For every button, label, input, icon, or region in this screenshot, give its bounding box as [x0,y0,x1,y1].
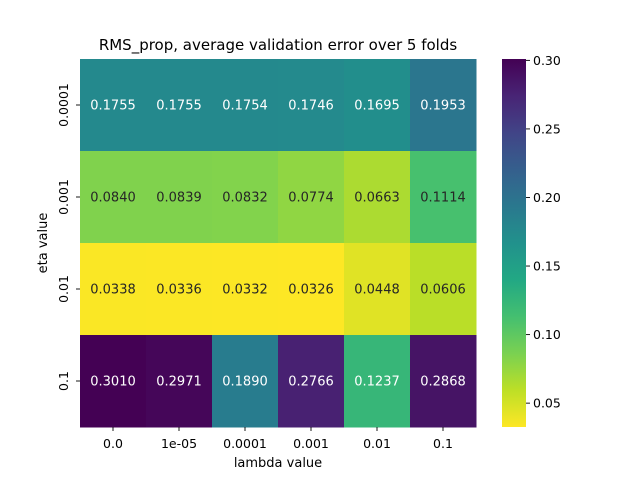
heatmap-cell [80,151,147,244]
cell-value-label: 0.0326 [288,283,334,298]
cell-value-label: 0.2766 [288,375,334,390]
cell-value-label: 0.0839 [156,191,202,206]
heatmap-cell [278,59,345,152]
x-tick-label: 0.1 [433,436,453,451]
cell-value-label: 0.1237 [354,375,400,390]
cell-value-label: 0.1114 [420,191,466,206]
heatmap-cell [146,243,213,336]
heatmap-cell [410,59,477,152]
cell-value-label: 0.0840 [90,191,136,206]
cell-value-label: 0.0832 [222,191,268,206]
x-tick-label: 0.0001 [223,436,267,451]
heatmap-cell [410,151,477,244]
x-axis-ticks: 0.0 1e-05 0.0001 0.001 0.01 0.1 [103,427,453,451]
heatmap-cell [278,335,345,428]
cell-value-label: 0.0336 [156,283,202,298]
chart-title: RMS_prop, average validation error over … [99,36,458,55]
heatmap-cell [344,59,411,152]
colorbar-tick-label: 0.05 [533,396,561,411]
heatmap-cell [410,243,477,336]
y-axis-ticks: 0.0001 0.001 0.01 0.1 [56,83,80,391]
cell-value-label: 0.1754 [222,99,268,114]
heatmap-cell [344,243,411,336]
cell-value-label: 0.1695 [354,99,400,114]
heatmap-cell [212,243,279,336]
y-tick-label: 0.0001 [56,83,71,127]
colorbar-ticks: 0.05 0.10 0.15 0.20 0.25 0.30 [526,53,561,411]
heatmap-cells [80,59,477,428]
heatmap-cell [80,335,147,428]
heatmap-cell [344,151,411,244]
cell-value-label: 0.1755 [156,99,202,114]
colorbar-tick-label: 0.25 [533,121,561,136]
colorbar-tick-label: 0.15 [533,259,561,274]
y-tick-label: 0.1 [56,371,71,391]
cell-value-label: 0.3010 [90,375,136,390]
heatmap-cell [80,243,147,336]
cell-value-label: 0.1755 [90,99,136,114]
cell-value-label: 0.2971 [156,375,202,390]
heatmap-cell [410,335,477,428]
x-axis-label: lambda value [234,456,322,471]
heatmap-cell [146,59,213,152]
cell-value-label: 0.0338 [90,283,136,298]
colorbar [502,59,526,427]
heatmap-cell-labels: 0.1755 0.1755 0.1754 0.1746 0.1695 0.1953 0.08… [90,99,466,390]
x-tick-label: 0.01 [363,436,391,451]
heatmap-cell [278,151,345,244]
colorbar-tick-label: 0.30 [533,53,561,68]
x-tick-label: 1e-05 [161,436,197,451]
colorbar-tick-label: 0.10 [533,327,561,342]
heatmap-cell [212,151,279,244]
heatmap-cell [212,59,279,152]
y-tick-label: 0.01 [56,275,71,303]
heatmap-cell [344,335,411,428]
colorbar-tick-label: 0.20 [533,190,561,205]
cell-value-label: 0.0663 [354,191,400,206]
cell-value-label: 0.2868 [420,375,466,390]
cell-value-label: 0.1890 [222,375,268,390]
cell-value-label: 0.0332 [222,283,268,298]
cell-value-label: 0.1746 [288,99,334,114]
heatmap-cell [212,335,279,428]
heatmap-cell [146,151,213,244]
heatmap-cell [146,335,213,428]
cell-value-label: 0.0606 [420,283,466,298]
x-tick-label: 0.001 [293,436,329,451]
y-tick-label: 0.001 [56,179,71,215]
x-tick-label: 0.0 [103,436,123,451]
cell-value-label: 0.1953 [420,99,466,114]
y-axis-label: eta value [36,213,51,274]
heatmap-cell [278,243,345,336]
cell-value-label: 0.0774 [288,191,334,206]
heatmap-cell [80,59,147,152]
cell-value-label: 0.0448 [354,283,400,298]
